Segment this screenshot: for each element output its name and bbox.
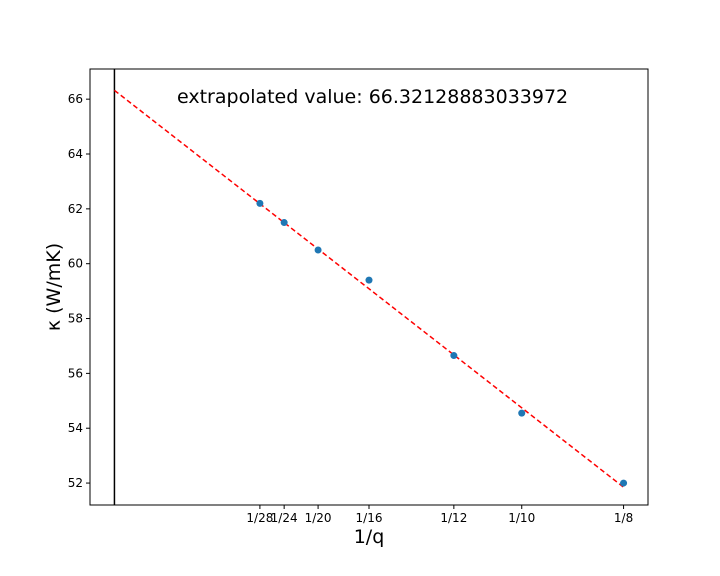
y-axis-label: κ (W/mK) <box>43 243 65 331</box>
y-tick-label: 60 <box>68 257 83 271</box>
data-point <box>314 246 322 254</box>
data-point <box>518 409 526 417</box>
y-tick-label: 58 <box>68 312 83 326</box>
x-tick-label: 1/8 <box>614 511 633 525</box>
x-tick-label: 1/20 <box>305 511 332 525</box>
extrapolated-value-annotation: extrapolated value: 66.32128883033972 <box>177 86 568 108</box>
data-point <box>256 199 264 207</box>
y-tick-label: 52 <box>68 476 83 490</box>
x-tick-label: 1/24 <box>271 511 298 525</box>
data-point <box>620 479 628 487</box>
data-point <box>365 276 373 284</box>
data-point <box>450 352 458 360</box>
x-axis-label: 1/q <box>354 526 385 548</box>
y-tick-label: 64 <box>68 147 83 161</box>
y-tick-label: 66 <box>68 92 83 106</box>
data-point <box>280 219 288 227</box>
x-tick-label: 1/28 <box>246 511 273 525</box>
x-tick-label: 1/16 <box>356 511 383 525</box>
x-tick-label: 1/12 <box>440 511 467 525</box>
y-tick-label: 54 <box>68 421 83 435</box>
y-tick-label: 62 <box>68 202 83 216</box>
x-tick-label: 1/10 <box>508 511 535 525</box>
plot-area: 52 54 56 58 60 62 64 66 1/281/24 1/20 1/16 1/12 1/10… <box>68 68 649 525</box>
y-tick-label: 56 <box>68 366 83 380</box>
fit-line <box>113 89 625 488</box>
